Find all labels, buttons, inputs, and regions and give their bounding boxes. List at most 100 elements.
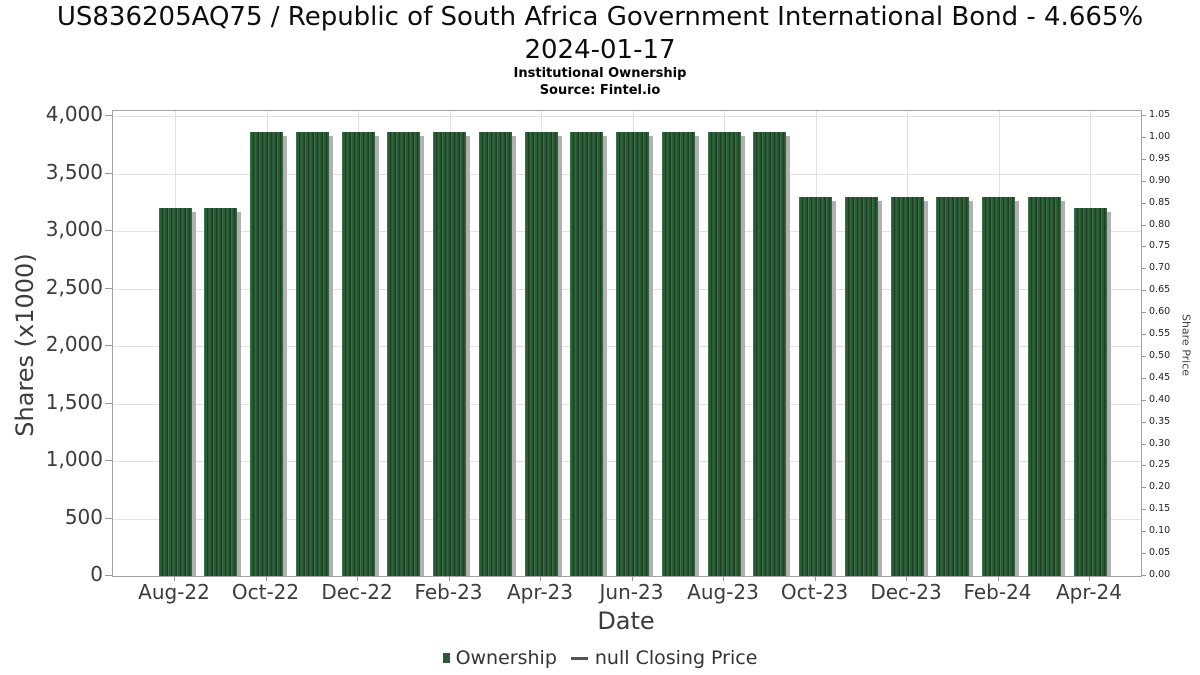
ownership-bar[interactable] (844, 196, 878, 576)
y-right-tick-label: 0.65 (1149, 284, 1171, 296)
y-right-tick-mark (1141, 465, 1146, 467)
legend: Ownership null Closing Price (0, 645, 1200, 671)
y-right-tick-label: 0.45 (1149, 371, 1171, 383)
y-right-tick-mark (1141, 421, 1146, 423)
y-tick-label: 3,500 (45, 159, 103, 184)
y-tick-label: 500 (64, 504, 103, 529)
ownership-bar[interactable] (799, 196, 832, 576)
plot-area (112, 110, 1142, 577)
y-right-tick-mark (1141, 531, 1146, 533)
ownership-series-marker-icon (442, 653, 450, 663)
y-right-tick-mark (1141, 224, 1146, 226)
chart-title-line1: US836205AQ75 / Republic of South Africa … (56, 2, 1144, 32)
x-tick-label: Apr-24 (1056, 580, 1122, 604)
y-axis-right-title: Share Price (1179, 313, 1193, 377)
y-tick-mark (105, 287, 112, 289)
x-tick-label: Feb-24 (963, 580, 1032, 604)
x-tick-mark (997, 576, 999, 581)
ownership-bar[interactable] (982, 196, 1015, 576)
y-right-tick-mark (1141, 575, 1146, 576)
x-tick-mark (906, 576, 907, 581)
ownership-bar[interactable] (661, 132, 695, 576)
y-tick-mark (105, 345, 112, 346)
y-right-tick-mark (1141, 355, 1146, 357)
y-tick-mark (105, 402, 112, 404)
y-right-tick-label: 0.35 (1149, 415, 1171, 427)
ownership-bar[interactable] (753, 132, 787, 576)
ownership-bar[interactable] (616, 132, 649, 576)
x-axis-title: Date (597, 607, 655, 635)
x-tick-mark (265, 576, 267, 581)
ownership-bar[interactable] (204, 208, 238, 576)
y-right-tick-label: 0.85 (1149, 196, 1171, 208)
y-right-tick-mark (1141, 136, 1146, 138)
y-tick-mark (105, 517, 112, 519)
y-right-tick-label: 0.70 (1149, 262, 1171, 274)
ownership-bar[interactable] (387, 132, 421, 576)
y-right-tick-mark (1141, 334, 1146, 336)
y-gridline (113, 116, 1141, 117)
ownership-bar[interactable] (433, 132, 466, 576)
x-tick-label: Jun-23 (599, 580, 664, 604)
x-tick-mark (357, 576, 358, 581)
legend-label-ownership: Ownership (455, 647, 557, 669)
y-right-tick-mark (1141, 377, 1146, 379)
x-tick-mark (631, 576, 633, 581)
y-right-tick-label: 0.05 (1149, 547, 1171, 559)
x-tick-mark (448, 576, 450, 581)
legend-item-ownership[interactable]: Ownership (442, 647, 557, 669)
x-tick-label: Aug-22 (138, 580, 210, 604)
y-right-tick-label: 0.10 (1149, 525, 1171, 537)
y-tick-label: 0 (90, 562, 103, 586)
ownership-bar[interactable] (890, 196, 924, 576)
y-right-tick-label: 0.95 (1149, 152, 1171, 164)
x-tick-mark (1089, 576, 1090, 581)
y-tick-mark (105, 230, 112, 231)
y-tick-mark (105, 460, 112, 461)
ownership-bar[interactable] (1027, 196, 1061, 576)
ownership-bar[interactable] (524, 132, 558, 576)
legend-item-closing-price[interactable]: null Closing Price (557, 647, 758, 669)
x-tick-label: Aug-23 (687, 580, 759, 604)
y-tick-label: 4,000 (45, 102, 103, 126)
ownership-bar[interactable] (707, 132, 741, 576)
y-right-tick-mark (1141, 246, 1146, 248)
ownership-bar[interactable] (570, 132, 604, 576)
ownership-bar[interactable] (295, 132, 329, 576)
y-right-tick-label: 1.05 (1149, 109, 1171, 120)
ownership-bar[interactable] (478, 132, 512, 576)
x-tick-label: Oct-22 (231, 580, 300, 604)
ownership-bar[interactable] (936, 196, 970, 576)
legend-label-closing-price: null Closing Price (594, 647, 758, 669)
plot-inner (113, 111, 1141, 576)
chart-title-line2: 2024-01-17 (524, 35, 676, 65)
ownership-bar[interactable] (341, 132, 375, 576)
y-tick-label: 1,000 (45, 447, 103, 471)
x-tick-mark (723, 576, 724, 581)
x-tick-label: Apr-23 (507, 580, 573, 604)
ownership-bar[interactable] (158, 208, 192, 576)
x-tick-label: Dec-22 (321, 580, 393, 604)
y-tick-label: 2,500 (45, 274, 103, 299)
ownership-bar[interactable] (1073, 208, 1107, 576)
y-right-tick-label: 0.55 (1149, 328, 1171, 340)
y-right-tick-label: 0.75 (1149, 240, 1171, 252)
y-right-tick-mark (1141, 180, 1146, 182)
y-right-tick-mark (1141, 399, 1146, 401)
y-right-tick-mark (1141, 553, 1146, 555)
ownership-bar[interactable] (250, 132, 283, 576)
x-tick-label: Feb-23 (414, 580, 483, 604)
y-right-tick-label: 0.60 (1149, 306, 1171, 318)
y-right-tick-label: 0.00 (1149, 569, 1171, 580)
y-tick-mark (105, 172, 112, 174)
x-tick-mark (540, 576, 541, 581)
y-right-tick-mark (1141, 312, 1146, 314)
y-right-tick-label: 0.30 (1149, 437, 1171, 449)
y-right-tick-mark (1141, 290, 1146, 292)
y-right-tick-label: 0.40 (1149, 393, 1171, 405)
y-right-tick-label: 0.15 (1149, 503, 1171, 515)
y-right-tick-label: 0.90 (1149, 174, 1171, 186)
y-right-tick-label: 0.80 (1149, 218, 1171, 230)
y-right-tick-mark (1141, 158, 1146, 160)
